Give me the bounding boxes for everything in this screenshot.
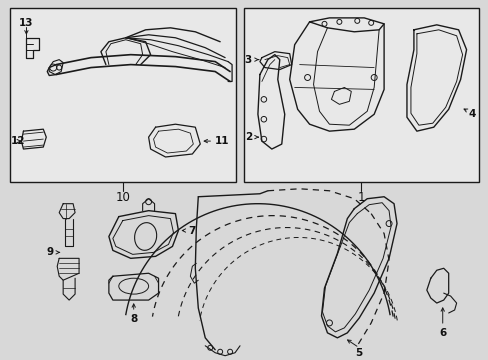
Text: 10: 10 [115, 191, 130, 204]
Text: 3: 3 [244, 55, 251, 64]
Text: 4: 4 [468, 109, 475, 119]
Bar [244, 8, 479, 182]
Text: 11: 11 [215, 136, 229, 146]
Text: 13: 13 [19, 18, 34, 28]
Text: 1: 1 [357, 191, 364, 204]
Text: 5: 5 [355, 348, 362, 358]
Text: 6: 6 [438, 328, 446, 338]
Text: 2: 2 [244, 132, 251, 142]
Text: 9: 9 [46, 247, 53, 257]
Text: 8: 8 [130, 314, 137, 324]
Bar [9, 8, 236, 182]
Text: 7: 7 [188, 225, 195, 235]
Text: 12: 12 [10, 136, 25, 146]
